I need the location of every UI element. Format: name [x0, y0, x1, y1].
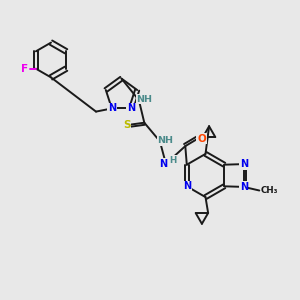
- Text: CH₃: CH₃: [261, 186, 279, 195]
- Text: F: F: [21, 64, 28, 74]
- Text: NH: NH: [157, 136, 173, 145]
- Text: S: S: [123, 120, 131, 130]
- Text: N: N: [183, 181, 191, 191]
- Text: N: N: [108, 103, 116, 113]
- Text: NH: NH: [136, 95, 152, 104]
- Text: N: N: [159, 159, 167, 169]
- Text: N: N: [240, 159, 248, 169]
- Text: N: N: [240, 182, 248, 192]
- Text: N: N: [127, 103, 135, 113]
- Text: H: H: [169, 156, 176, 165]
- Text: O: O: [197, 134, 206, 144]
